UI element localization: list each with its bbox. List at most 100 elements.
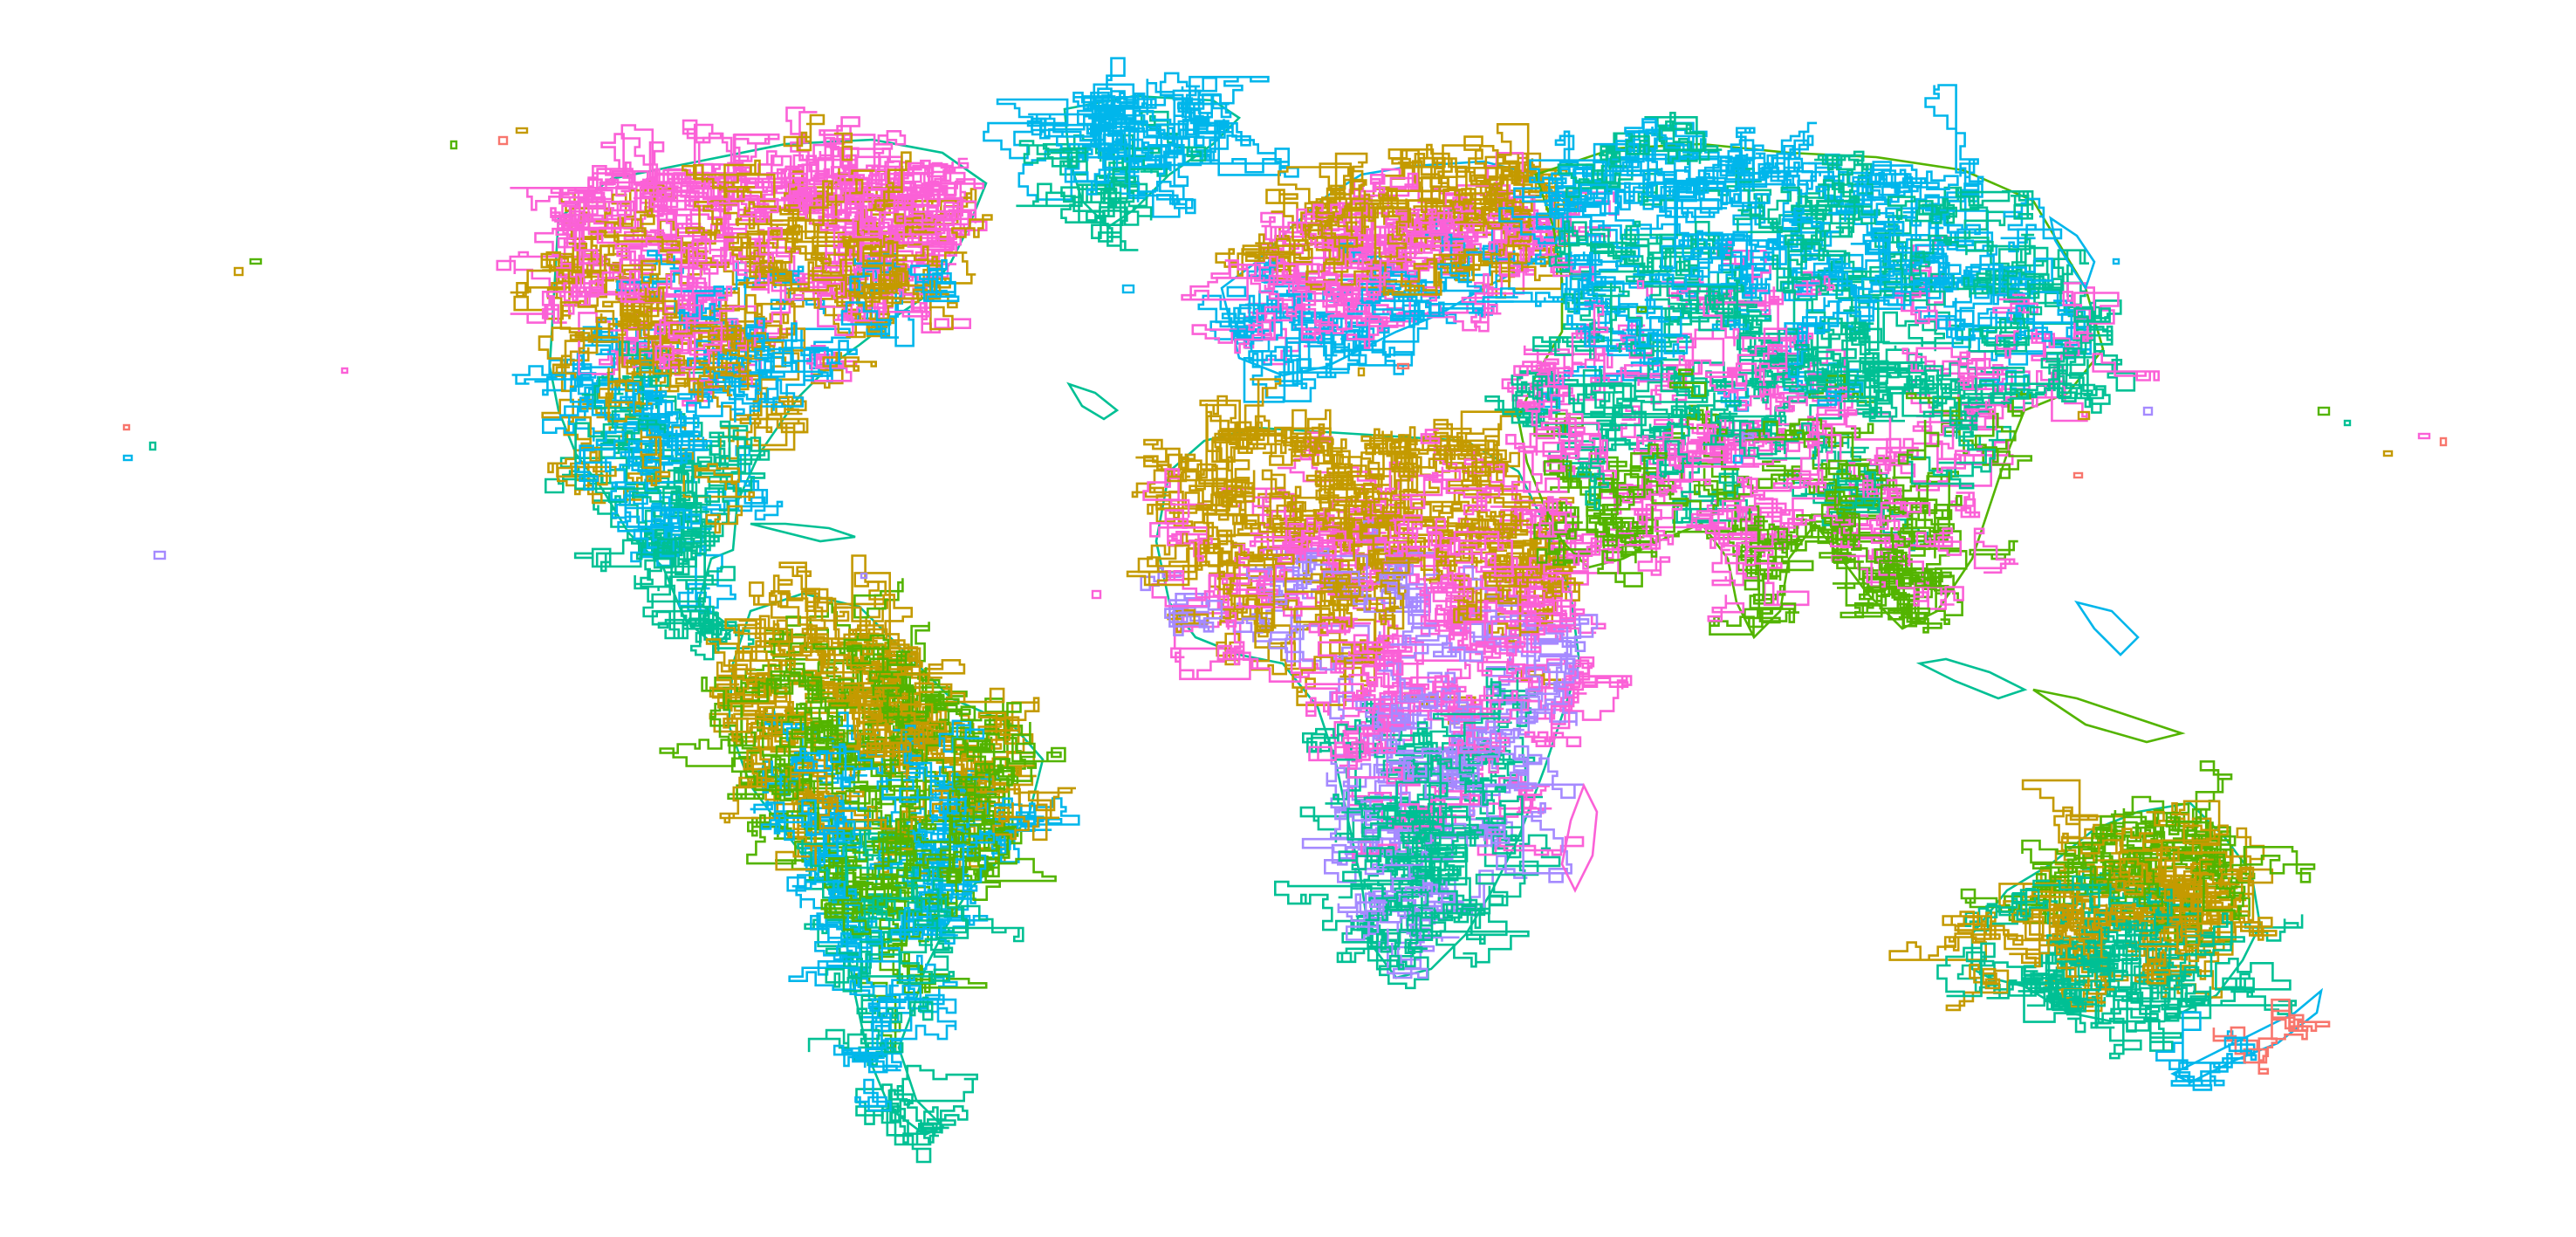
zone-outline [1960,888,2016,922]
zone-outline [1018,140,1079,168]
zone-outline [890,735,942,765]
island-chain-outline [1915,657,2028,700]
zone-outline [923,1106,956,1144]
zone-outline [2004,378,2077,402]
zone-outline [771,645,826,662]
zone-outline [1919,365,1960,407]
island-outline [1636,306,1648,313]
zone-outline [1346,316,1388,349]
zone-outline [1930,210,1981,244]
zone-outline [1364,453,1432,517]
zone-outline [873,284,942,305]
zone-outline [938,705,976,730]
zone-outline [1379,683,1456,721]
zone-outline [2138,931,2180,961]
zone-outline [1274,409,1307,451]
zone-outline [1495,568,1555,615]
zone-outline [1174,146,1207,162]
zone-outline [1210,259,1261,279]
zone-outline [1597,550,1643,588]
zone-outline [676,430,705,464]
zone-outline [1669,368,1707,397]
island-chain-outline [1560,782,1599,893]
zone-outline [1936,942,1996,998]
zone-outline [2052,905,2073,925]
zone-outline [1887,605,1942,634]
zone-outline [953,738,1004,789]
zone-outline [880,1108,939,1164]
zone-outline [1633,435,1684,460]
zone-outline [2069,359,2111,414]
landmass-africa [1126,378,1633,990]
zone-outline [977,717,1023,750]
zone-outline [1522,802,1572,883]
zone-outline [1910,571,1952,588]
zone-outline [834,594,885,641]
zone-outline [694,463,741,491]
zone-outline [1943,237,1994,256]
zone-outline [1490,505,1530,517]
zone-outline [754,615,788,640]
zone-outline [753,413,809,451]
zone-outline [616,250,684,292]
zone-outline [773,675,820,699]
zone-outline [1453,531,1504,564]
zone-outline [2006,312,2035,340]
zone-outline [1476,817,1517,855]
zone-outline [757,276,805,327]
zone-outline [824,305,866,339]
zone-outline [704,368,734,396]
zone-outline [2141,952,2171,985]
zone-outline [774,758,799,801]
zone-outline [666,481,717,528]
zone-outline [1167,453,1196,483]
zone-outline [1290,485,1302,519]
zone-outline [1249,523,1309,565]
zone-outline [1164,509,1189,529]
island-outline [1636,279,1645,290]
island-outline [2439,436,2448,447]
zone-outline [805,180,833,239]
zone-outline [1866,454,1916,478]
island-outline [1357,367,1366,377]
zone-outline [2003,197,2063,240]
zone-outline [1675,121,1708,160]
zone-outline [1755,533,1792,572]
zone-outline [1586,488,1654,544]
zone-outline [2155,1011,2202,1070]
zone-outline [1265,564,1295,581]
zone-outline [804,588,833,613]
zone-outline [1409,930,1530,968]
zone-outline [1811,409,1858,443]
zone-outline [1482,227,1564,265]
zone-outline [2021,779,2099,861]
zone-outline [1470,272,1502,333]
zone-outline [1745,420,1818,441]
zone-outline [1559,221,1613,254]
zone-outline [1463,423,1500,481]
zone-outline [682,164,776,203]
zone-outline [1449,626,1486,656]
zone-outline [1371,704,1405,732]
zone-outline [585,231,683,296]
zone-outline [1963,206,2006,240]
zone-outline [550,187,606,208]
zone-outline [1198,600,1223,633]
zone-outline [2146,802,2178,827]
zone-outline [1696,392,1742,411]
zone-outline [1820,486,1859,528]
zone-outline [2107,943,2159,990]
zone-outline [2091,860,2123,881]
zone-outline [1217,430,1278,457]
zone-outline [786,876,846,918]
zone-outline [651,609,724,643]
zone-outline [745,317,805,360]
island-outline [2382,450,2394,457]
zone-outline [1986,979,2018,1000]
zone-outline [839,856,875,881]
zone-outline [920,667,941,712]
zone-outline [1682,233,1745,258]
zone-outline [2000,223,2037,253]
zone-outline [2002,270,2053,299]
zone-outline [1072,171,1098,196]
